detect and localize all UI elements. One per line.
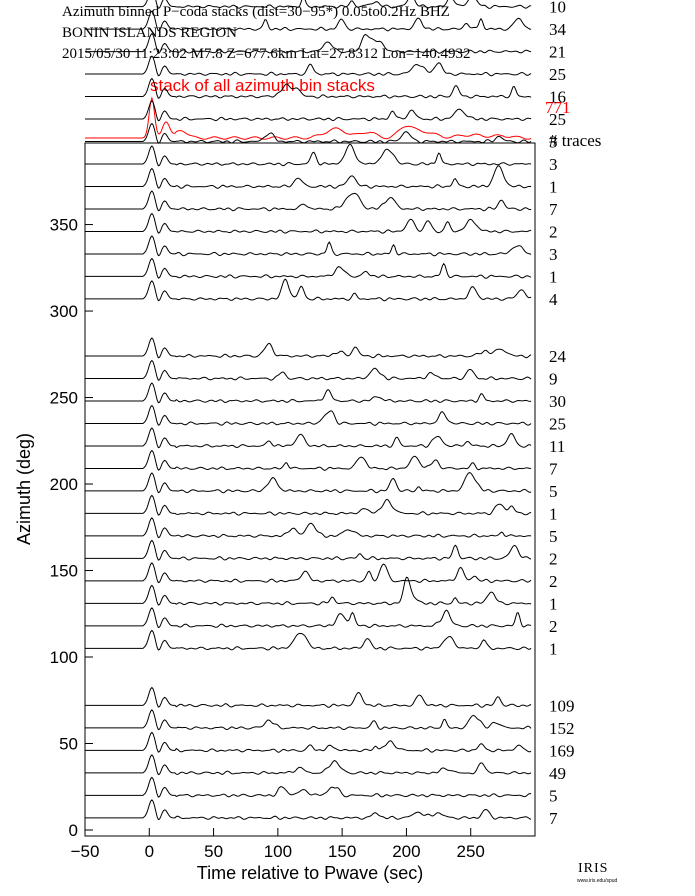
azimuth-trace [85, 165, 532, 189]
azimuth-trace [85, 404, 532, 426]
x-axis-title: Time relative to Pwave (sec) [197, 863, 423, 883]
y-tick-label: 150 [50, 562, 78, 581]
trace-count: 25 [549, 65, 566, 84]
azimuth-trace [85, 100, 532, 122]
azimuth-trace [85, 576, 532, 606]
trace-count: 9 [549, 370, 558, 389]
trace-count: 2 [549, 223, 558, 242]
azimuth-trace [85, 754, 532, 776]
logo-text: IRIS [578, 861, 608, 876]
y-axis-title: Azimuth (deg) [14, 433, 34, 545]
trace-count: 2 [549, 549, 558, 568]
trace-count: 21 [549, 43, 566, 62]
azimuth-trace [85, 709, 532, 731]
stack-trace [85, 96, 532, 140]
azimuth-trace [85, 686, 532, 708]
azimuth-trace [85, 494, 532, 516]
trace-count: 16 [549, 88, 566, 107]
azimuth-trace [85, 190, 532, 212]
trace-count: 4 [549, 290, 558, 309]
x-axis: −50 0 50 100 150 200 250 [71, 828, 485, 861]
y-tick-label: 200 [50, 475, 78, 494]
azimuth-trace [85, 517, 532, 539]
x-tick-label: 50 [204, 842, 223, 861]
trace-count: 3 [549, 245, 558, 264]
trace-count: 25 [549, 415, 566, 434]
azimuth-trace [85, 0, 532, 9]
trace-count: 1 [549, 639, 558, 658]
trace-count: 169 [549, 741, 575, 760]
y-tick-label: 250 [50, 389, 78, 408]
trace-count: 5 [549, 786, 558, 805]
azimuth-trace [85, 472, 532, 494]
y-axis: 0 50 100 150 200 250 300 350 [50, 216, 93, 840]
azimuth-trace [85, 731, 532, 753]
trace-count: 109 [549, 696, 575, 715]
stack-label: stack of all azimuth bin stacks [150, 76, 375, 95]
trace-count: 1 [549, 178, 558, 197]
trace-count: 7 [549, 809, 558, 828]
azimuth-trace [85, 776, 532, 798]
trace-count: 1 [549, 504, 558, 523]
trace-count: 7 [549, 460, 558, 479]
azimuth-trace [85, 799, 532, 821]
x-tick-label: 200 [392, 842, 420, 861]
azimuth-trace [85, 143, 532, 167]
iris-logo: IRIS www.iris.edu/spud [577, 861, 618, 884]
azimuth-trace [85, 337, 532, 359]
trace-count: 49 [549, 764, 566, 783]
trace-count: 152 [549, 719, 575, 738]
trace-count: 10 [549, 0, 566, 17]
azimuth-trace [85, 235, 532, 257]
azimuth-trace [85, 449, 532, 471]
trace-count: 5 [549, 527, 558, 546]
trace-count: 3 [549, 133, 558, 152]
header-event: 2015/05/30 11:23:02 M7.8 Z=677.6km Lat=2… [62, 46, 471, 62]
azimuth-trace [85, 77, 532, 99]
x-tick-label: 150 [328, 842, 356, 861]
trace-count: 11 [549, 437, 565, 456]
trace-count: 30 [549, 392, 566, 411]
trace-group [85, 0, 532, 821]
azimuth-trace [85, 629, 532, 651]
x-tick-label: 250 [457, 842, 485, 861]
azimuth-trace [85, 32, 532, 54]
trace-count: 24 [549, 347, 567, 366]
x-tick-label: −50 [71, 842, 100, 861]
trace-count: 7 [549, 200, 558, 219]
trace-count-group: 7549169152109121225157112530924413271332… [549, 0, 575, 828]
y-tick-label: 300 [50, 302, 78, 321]
x-tick-label: 0 [145, 842, 154, 861]
trace-count: 5 [549, 482, 558, 501]
trace-count: 3 [549, 155, 558, 174]
y-tick-label: 100 [50, 648, 78, 667]
logo-url: www.iris.edu/spud [577, 878, 618, 884]
trace-count: 1 [549, 267, 558, 286]
y-tick-label: 0 [69, 821, 78, 840]
azimuth-trace [85, 212, 532, 234]
x-tick-label: 100 [264, 842, 292, 861]
trace-count: 2 [549, 617, 558, 636]
stack-count: 771 [545, 98, 571, 117]
azimuth-trace [85, 257, 532, 279]
trace-count: 2 [549, 572, 558, 591]
trace-count: 25 [549, 110, 566, 129]
plot-frame [84, 142, 536, 837]
azimuth-trace [85, 122, 532, 144]
y-tick-label: 350 [50, 216, 78, 235]
trace-count: 34 [549, 20, 567, 39]
azimuth-trace [85, 607, 532, 629]
azimuth-trace [85, 55, 532, 77]
azimuth-trace [85, 10, 532, 32]
azimuth-trace [85, 278, 532, 302]
trace-count: 1 [549, 594, 558, 613]
azimuth-trace [85, 382, 532, 404]
y-tick-label: 50 [59, 735, 78, 754]
azimuth-trace [85, 539, 532, 561]
traces-label: # traces [549, 131, 601, 150]
azimuth-trace [85, 359, 532, 381]
azimuth-trace [85, 427, 532, 449]
azimuth-trace [85, 562, 532, 584]
